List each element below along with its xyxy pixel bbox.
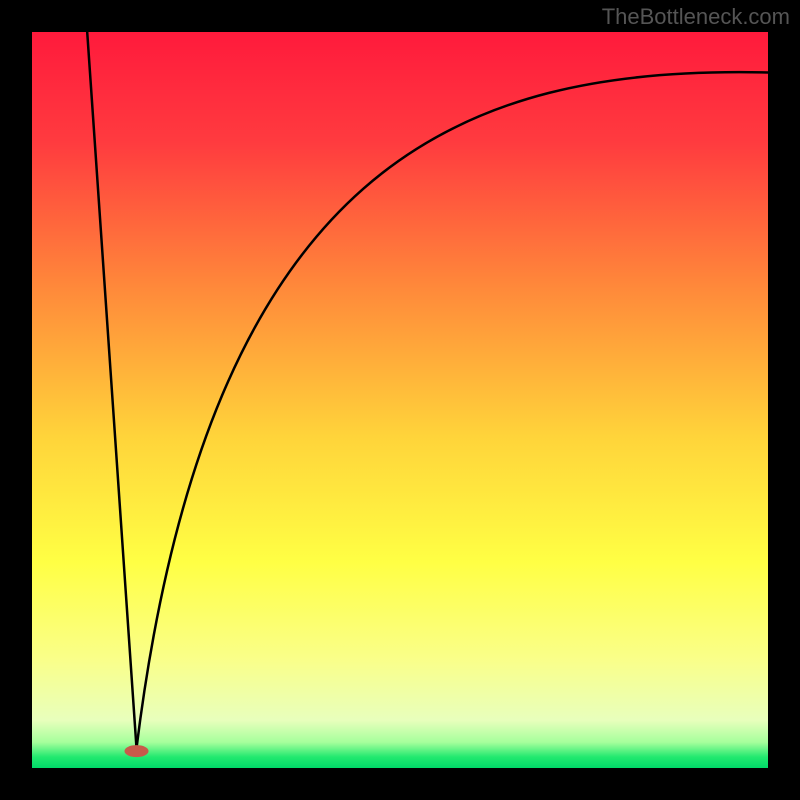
watermark-text: TheBottleneck.com (602, 4, 790, 30)
dip-marker (125, 745, 149, 757)
chart-container: TheBottleneck.com (0, 0, 800, 800)
bottleneck-chart (0, 0, 800, 800)
plot-area (32, 32, 768, 768)
